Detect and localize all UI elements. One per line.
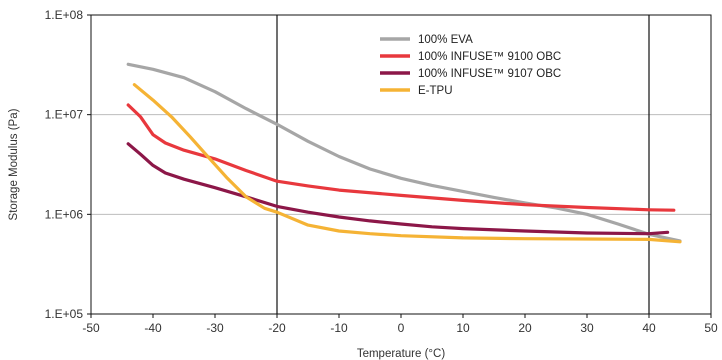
x-tick-label-2: -30: [206, 321, 224, 335]
series-line-1: [126, 103, 676, 212]
series-line-0: [126, 62, 682, 243]
x-tick-label-9: 40: [642, 321, 656, 335]
series-lines: [126, 62, 682, 244]
x-tick-label-4: -10: [330, 321, 348, 335]
reference-lines: [276, 15, 650, 314]
series-line-2: [126, 142, 670, 236]
x-tick-label-3: -20: [268, 321, 286, 335]
y-tick-label-3: 1.E+08: [45, 8, 84, 22]
y-axis-ticks: 1.E+05 1.E+06 1.E+07 1.E+08: [45, 8, 91, 321]
legend: 100% EVA 100% INFUSE™ 9100 OBC 100% INFUSE…: [380, 34, 561, 97]
legend-label-0: 100% EVA: [418, 34, 473, 46]
y-tick-label-1: 1.E+06: [45, 207, 84, 221]
x-tick-label-0: -50: [82, 321, 100, 335]
x-tick-label-6: 10: [456, 321, 470, 335]
y-tick-label-0: 1.E+05: [45, 307, 84, 321]
legend-label-3: E-TPU: [418, 85, 453, 97]
x-axis-title: Temperature (°C): [357, 348, 445, 360]
y-axis-title: Storage Modulus (Pa): [8, 108, 20, 220]
gridlines: [91, 114, 711, 215]
series-line-3: [132, 83, 682, 244]
x-tick-label-7: 20: [518, 321, 532, 335]
x-tick-label-1: -40: [144, 321, 162, 335]
x-axis-ticks: -50 -40 -30 -20 -10 0 10 20 30 40 50: [82, 314, 718, 335]
x-tick-label-10: 50: [704, 321, 718, 335]
plot-area-frame: [90, 14, 712, 315]
legend-label-1: 100% INFUSE™ 9100 OBC: [418, 51, 561, 63]
x-tick-label-8: 30: [580, 321, 594, 335]
y-tick-label-2: 1.E+07: [45, 108, 84, 122]
legend-label-2: 100% INFUSE™ 9107 OBC: [418, 68, 561, 80]
x-tick-label-5: 0: [398, 321, 405, 335]
